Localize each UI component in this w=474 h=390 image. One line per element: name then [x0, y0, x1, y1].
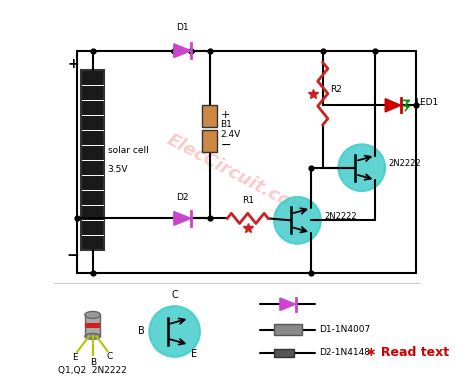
- Text: D1-1N4007: D1-1N4007: [319, 325, 370, 334]
- Text: R2: R2: [330, 85, 342, 94]
- Bar: [274, 324, 302, 335]
- Text: C: C: [171, 290, 178, 300]
- Text: E: E: [191, 349, 197, 358]
- Polygon shape: [385, 99, 401, 112]
- Text: ElecCircuit.com: ElecCircuit.com: [164, 131, 310, 220]
- Text: 2N2222: 2N2222: [324, 212, 356, 221]
- Polygon shape: [174, 44, 191, 58]
- Text: solar cell: solar cell: [108, 145, 148, 155]
- Bar: [85, 315, 100, 336]
- Circle shape: [149, 306, 200, 357]
- Text: B: B: [90, 358, 96, 367]
- Polygon shape: [174, 211, 191, 225]
- Bar: [202, 105, 218, 127]
- Text: +: +: [67, 57, 79, 71]
- Bar: [274, 349, 294, 357]
- Text: −: −: [66, 248, 79, 263]
- Text: C: C: [106, 352, 113, 361]
- Text: D2-1N4148: D2-1N4148: [319, 348, 370, 358]
- Bar: [202, 130, 218, 152]
- Text: D2: D2: [176, 193, 189, 202]
- Text: R1: R1: [242, 196, 254, 205]
- Text: −: −: [220, 138, 231, 152]
- Text: 2.4V: 2.4V: [220, 130, 241, 139]
- Text: D1: D1: [176, 23, 189, 32]
- Ellipse shape: [85, 333, 100, 339]
- Text: Q1,Q2  2N2222: Q1,Q2 2N2222: [58, 366, 127, 375]
- Bar: [81, 70, 104, 250]
- Text: E: E: [73, 353, 78, 362]
- Circle shape: [338, 144, 385, 191]
- Text: ∗ Read text: ∗ Read text: [366, 346, 449, 360]
- Ellipse shape: [85, 311, 100, 318]
- Text: B: B: [138, 326, 145, 337]
- Text: B1: B1: [220, 121, 232, 129]
- Polygon shape: [280, 298, 295, 310]
- Text: 2N2222: 2N2222: [388, 159, 421, 168]
- Text: 3.5V: 3.5V: [108, 165, 128, 174]
- Circle shape: [274, 197, 321, 244]
- Text: LED1: LED1: [416, 98, 439, 107]
- Text: +: +: [220, 110, 230, 120]
- Bar: [85, 323, 100, 328]
